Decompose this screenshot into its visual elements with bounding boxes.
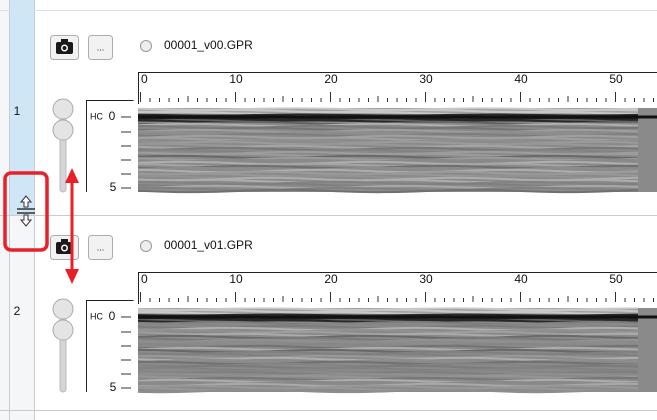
snapshot-button[interactable] xyxy=(50,235,79,260)
radargram-trace xyxy=(137,172,639,178)
radargram-trace xyxy=(137,366,639,372)
radargram-trace xyxy=(137,307,639,311)
more-button[interactable]: ... xyxy=(88,235,113,260)
radargram-trace xyxy=(137,117,639,121)
radargram-trace xyxy=(137,107,639,111)
radargram-trace xyxy=(137,340,639,346)
radargram-trace xyxy=(137,109,639,113)
ruler-label: 50 xyxy=(609,72,623,86)
radargram-trace xyxy=(137,313,639,317)
ruler-label: 30 xyxy=(419,272,433,286)
depth-label: 0 xyxy=(109,109,116,123)
camera-top xyxy=(61,239,68,243)
radargram-trace xyxy=(137,388,639,394)
radargram-trace xyxy=(137,328,639,334)
radargram-trace xyxy=(137,140,639,146)
slider-knob[interactable] xyxy=(52,298,74,320)
slider-knob[interactable] xyxy=(52,119,74,141)
more-button-label: ... xyxy=(97,242,105,252)
radargram-trace xyxy=(137,186,639,192)
camera-lens-inner xyxy=(62,246,67,250)
camera-top xyxy=(61,39,68,43)
slider-knob[interactable] xyxy=(52,319,74,341)
row-number: 2 xyxy=(14,304,21,318)
depth-label: 5 xyxy=(110,380,117,394)
more-button[interactable]: ... xyxy=(88,35,113,60)
radargram-trace xyxy=(137,128,639,134)
radargram-trace xyxy=(137,166,639,172)
radargram-trace xyxy=(137,384,639,390)
depth-unit: HC xyxy=(90,111,103,121)
file-name: 00001_v01.GPR xyxy=(164,238,253,252)
radargram-trace xyxy=(137,122,639,128)
radargram-trace xyxy=(137,346,639,352)
radargram-trace xyxy=(137,364,639,370)
selected-row-header[interactable] xyxy=(10,0,34,215)
radargram-trace xyxy=(137,111,639,115)
highlight-box xyxy=(3,171,49,252)
radargram-trace xyxy=(137,160,639,166)
depth-unit: HC xyxy=(90,311,103,321)
radargram-trace xyxy=(137,372,639,378)
radargram-trace xyxy=(137,322,639,328)
camera-lens-inner xyxy=(62,46,67,50)
radargram-trace xyxy=(137,136,639,142)
radargram-trace xyxy=(137,334,639,340)
ruler-label: 30 xyxy=(419,72,433,86)
radargram-trace xyxy=(137,184,639,190)
ruler-label: 50 xyxy=(609,272,623,286)
slider-knob[interactable] xyxy=(52,98,74,120)
radio-button[interactable] xyxy=(140,40,152,52)
ruler-label: 10 xyxy=(229,72,243,86)
radargram-trace xyxy=(137,311,639,315)
radargram-trace xyxy=(137,317,639,321)
resize-handle[interactable] xyxy=(17,195,35,227)
more-button-label: ... xyxy=(97,42,105,52)
radargram-trace xyxy=(137,360,639,366)
ruler-label: 0 xyxy=(141,272,148,286)
radargram-trace xyxy=(137,188,639,194)
depth-label: 5 xyxy=(110,180,117,194)
radargram-trace xyxy=(137,148,639,154)
radio-button[interactable] xyxy=(140,240,152,252)
radargram-trace xyxy=(137,378,639,384)
radargram-trace xyxy=(137,154,639,160)
radargram-trace xyxy=(137,309,639,313)
radargram xyxy=(137,307,657,394)
file-name: 00001_v00.GPR xyxy=(164,38,253,52)
snapshot-button[interactable] xyxy=(50,35,79,60)
radargram-trace xyxy=(137,142,638,148)
double-arrow xyxy=(65,168,79,284)
ruler-label: 40 xyxy=(514,272,528,286)
button-frame xyxy=(88,235,113,260)
radargram xyxy=(137,107,657,194)
ruler-label: 20 xyxy=(324,272,338,286)
ruler-label: 20 xyxy=(324,72,338,86)
radargram-trace xyxy=(137,119,639,123)
row-panel: 1... 00001_v00.GPR 0 10 20 30 40 50 HC 0 5 xyxy=(14,35,657,194)
radargram-trace xyxy=(137,113,639,117)
radargram-trace xyxy=(137,180,639,186)
radargram-trace xyxy=(137,358,639,364)
row-number: 1 xyxy=(14,104,21,118)
ruler-label: 0 xyxy=(141,72,148,86)
radargram-trace xyxy=(137,134,639,140)
depth-label: 0 xyxy=(109,309,116,323)
radargram-trace xyxy=(137,320,639,326)
button-frame xyxy=(88,35,113,60)
radargram-trace xyxy=(137,352,639,358)
ruler-label: 10 xyxy=(229,272,243,286)
radargram-trace xyxy=(137,178,639,184)
ruler-label: 40 xyxy=(514,72,528,86)
radargram-trace xyxy=(137,354,639,360)
row-panel: 2... 00001_v01.GPR 0 10 20 30 40 50 HC 0 5 xyxy=(14,235,657,394)
